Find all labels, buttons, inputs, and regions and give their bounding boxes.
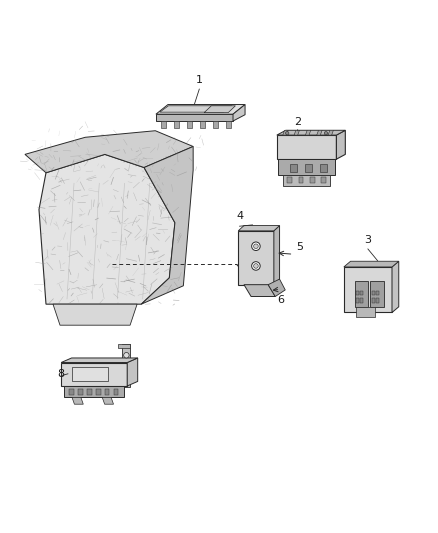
- Polygon shape: [156, 114, 233, 121]
- Bar: [356, 298, 359, 303]
- Bar: [370, 281, 384, 307]
- Text: 8: 8: [57, 369, 64, 379]
- Bar: [372, 291, 374, 295]
- Polygon shape: [317, 130, 322, 135]
- Text: 6: 6: [277, 295, 284, 304]
- Bar: [372, 298, 374, 303]
- Bar: [290, 164, 297, 173]
- Polygon shape: [102, 398, 113, 404]
- Text: 2: 2: [294, 117, 301, 127]
- Polygon shape: [278, 159, 335, 175]
- Polygon shape: [277, 130, 345, 135]
- Bar: [360, 298, 363, 303]
- Circle shape: [324, 132, 328, 135]
- Bar: [287, 177, 292, 183]
- Circle shape: [254, 244, 258, 248]
- Bar: [105, 390, 110, 395]
- Polygon shape: [268, 279, 285, 296]
- Bar: [321, 177, 326, 183]
- Polygon shape: [25, 131, 193, 173]
- Bar: [87, 390, 92, 395]
- Polygon shape: [174, 121, 179, 128]
- Polygon shape: [204, 106, 236, 112]
- Polygon shape: [344, 261, 399, 267]
- Polygon shape: [200, 121, 205, 128]
- Polygon shape: [392, 261, 399, 312]
- Polygon shape: [64, 386, 124, 398]
- Bar: [299, 177, 304, 183]
- Bar: [355, 281, 368, 307]
- Circle shape: [124, 352, 129, 358]
- Polygon shape: [161, 121, 166, 128]
- Polygon shape: [72, 398, 83, 404]
- Bar: [376, 298, 379, 303]
- Bar: [72, 367, 108, 382]
- Bar: [96, 390, 101, 395]
- Polygon shape: [344, 267, 392, 312]
- Bar: [78, 390, 83, 395]
- Polygon shape: [328, 130, 333, 135]
- Bar: [310, 177, 314, 183]
- Polygon shape: [160, 106, 232, 112]
- Polygon shape: [305, 130, 311, 135]
- Polygon shape: [238, 225, 279, 231]
- Bar: [356, 291, 359, 295]
- Polygon shape: [141, 147, 193, 304]
- Bar: [356, 307, 375, 317]
- Polygon shape: [226, 121, 231, 128]
- Bar: [113, 390, 118, 395]
- Polygon shape: [277, 135, 336, 159]
- Bar: [320, 164, 327, 173]
- Polygon shape: [274, 225, 279, 285]
- Polygon shape: [294, 130, 300, 135]
- Polygon shape: [53, 304, 137, 325]
- Polygon shape: [213, 121, 218, 128]
- Text: 4: 4: [236, 211, 243, 221]
- Polygon shape: [61, 358, 138, 362]
- Polygon shape: [283, 130, 288, 135]
- Bar: [305, 164, 312, 173]
- Polygon shape: [187, 121, 191, 128]
- Polygon shape: [238, 231, 274, 285]
- Polygon shape: [283, 175, 330, 185]
- Polygon shape: [233, 104, 245, 121]
- Polygon shape: [61, 362, 127, 386]
- Polygon shape: [244, 285, 275, 296]
- Circle shape: [252, 262, 260, 270]
- Polygon shape: [127, 358, 138, 386]
- Bar: [69, 390, 74, 395]
- Polygon shape: [336, 130, 345, 159]
- Bar: [376, 291, 379, 295]
- Bar: [360, 291, 363, 295]
- Circle shape: [286, 132, 289, 135]
- Polygon shape: [122, 344, 131, 387]
- Text: 1: 1: [196, 75, 203, 85]
- Circle shape: [252, 242, 260, 251]
- Polygon shape: [156, 104, 245, 114]
- Text: 5: 5: [296, 243, 303, 253]
- Polygon shape: [118, 344, 131, 349]
- Text: 3: 3: [364, 235, 371, 245]
- Polygon shape: [39, 155, 175, 304]
- Circle shape: [254, 264, 258, 268]
